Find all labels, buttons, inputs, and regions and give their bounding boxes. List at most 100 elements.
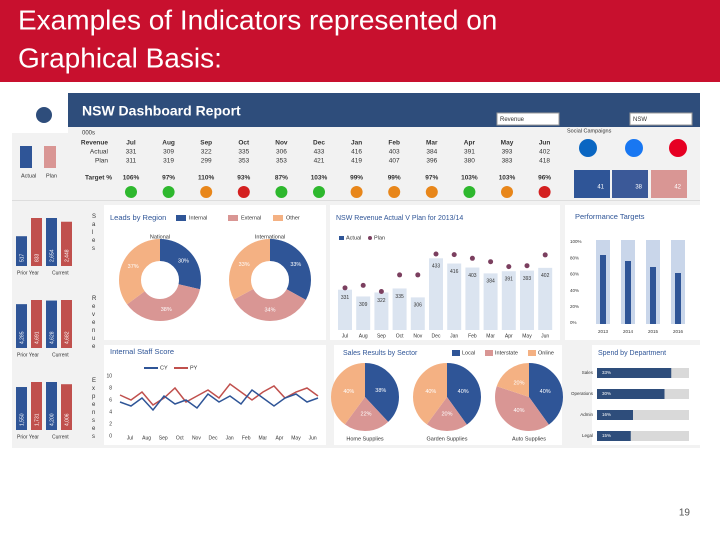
status-light <box>162 186 175 198</box>
label: Plan <box>374 235 385 241</box>
month: Jun <box>541 333 549 339</box>
revenue-label: 331 <box>341 295 350 301</box>
revenue-bar <box>374 292 389 330</box>
dropdown-value: NSW <box>633 117 647 123</box>
period-label: Current <box>52 434 69 440</box>
mini-bar <box>20 146 32 168</box>
target-bar <box>675 273 681 324</box>
status-light <box>237 186 250 198</box>
spend-track <box>597 410 689 420</box>
row-label: Revenue <box>81 140 108 147</box>
target-value: 103% <box>499 175 516 182</box>
actual-value: 393 <box>502 149 513 156</box>
row-label: Target % <box>85 175 112 182</box>
pie-name: Auto Supplies <box>512 436 546 442</box>
segment <box>229 239 311 321</box>
segment <box>331 363 399 431</box>
mini-bar <box>44 146 56 168</box>
actual-value: 309 <box>163 149 174 156</box>
actual-value: 306 <box>276 149 287 156</box>
target-value: 96% <box>538 175 551 182</box>
label: Online <box>538 350 554 356</box>
target-bar <box>600 255 606 324</box>
legend-swatch <box>273 215 283 221</box>
divider <box>12 200 700 201</box>
label: CY <box>160 365 168 371</box>
spend-bar <box>597 410 633 420</box>
side-bar <box>16 236 27 266</box>
side-bar <box>46 300 57 348</box>
period-label: Prior Year <box>17 352 39 358</box>
revenue-bar <box>520 270 534 330</box>
x-tick-label: 2014 <box>623 329 634 334</box>
period-label: Prior Year <box>17 434 39 440</box>
label: External <box>241 215 261 221</box>
segment-label: 40% <box>513 408 524 414</box>
panel-title: NSW Revenue Actual V Plan for 2013/14 <box>336 215 463 222</box>
row-label: Plan <box>95 158 108 165</box>
month: Nov <box>192 435 201 441</box>
plan-dot <box>542 252 548 258</box>
revenue-label: 306 <box>414 303 423 309</box>
page-number: 19 <box>679 508 691 519</box>
spend-label: 16% <box>602 412 611 417</box>
side-bar <box>46 218 57 266</box>
segment-label: 40% <box>540 389 551 395</box>
status-light <box>538 186 551 198</box>
plan-value: 407 <box>389 158 400 165</box>
side-bar <box>61 300 72 348</box>
side-bar-label: 2,448 <box>64 249 70 262</box>
side-bar-label: 2,654 <box>49 249 55 262</box>
segment <box>229 239 311 321</box>
revenue-label: 384 <box>486 279 495 285</box>
month: Apr <box>276 435 284 441</box>
segment-label: 20% <box>441 411 452 417</box>
month: Oct <box>238 140 250 147</box>
month: Jan <box>450 333 458 339</box>
month: Apr <box>464 140 476 147</box>
plan-value: 380 <box>464 158 475 165</box>
status-light <box>313 186 325 198</box>
target-value: 99% <box>350 175 363 182</box>
y-tick-label: 100% <box>570 239 582 244</box>
segment-label: 34% <box>264 307 275 313</box>
month: Oct <box>176 435 184 441</box>
side-bar <box>16 304 27 348</box>
plan-value: 319 <box>163 158 174 165</box>
revenue-bar <box>338 289 352 330</box>
month: Aug <box>359 333 368 339</box>
revenue-bar <box>447 263 462 330</box>
plan-dot <box>506 264 512 270</box>
actual-value: 335 <box>238 149 249 156</box>
social-icon <box>625 139 643 157</box>
revenue-label: 416 <box>450 269 459 275</box>
month: Nov <box>413 333 422 339</box>
spend-bar <box>597 431 631 441</box>
month: Apr <box>505 333 513 339</box>
target-bar <box>650 267 656 324</box>
month: May <box>522 333 532 339</box>
month: Dec <box>432 333 441 339</box>
revenue-label: 402 <box>541 273 550 279</box>
legend-swatch <box>452 350 460 356</box>
revenue-label: 322 <box>377 298 386 304</box>
label: Interstate <box>495 350 518 356</box>
plan-dot <box>360 282 366 288</box>
dashboard-title: NSW Dashboard Report <box>82 103 241 119</box>
month: Feb <box>388 140 400 147</box>
spend-bar <box>597 389 665 399</box>
label: Plan <box>46 173 57 179</box>
month: Jun <box>309 435 317 441</box>
revenue-label: 309 <box>359 302 368 308</box>
target-value: 106% <box>123 175 140 182</box>
month: Mar <box>486 333 495 339</box>
actual-value: 403 <box>389 149 400 156</box>
month: Feb <box>468 333 477 339</box>
plan-value: 419 <box>351 158 362 165</box>
month: Sep <box>377 333 386 339</box>
segment <box>119 239 201 321</box>
month: Mar <box>258 435 267 441</box>
segment-label: 40% <box>458 389 469 395</box>
side-bar-label: 4,628 <box>49 331 55 344</box>
